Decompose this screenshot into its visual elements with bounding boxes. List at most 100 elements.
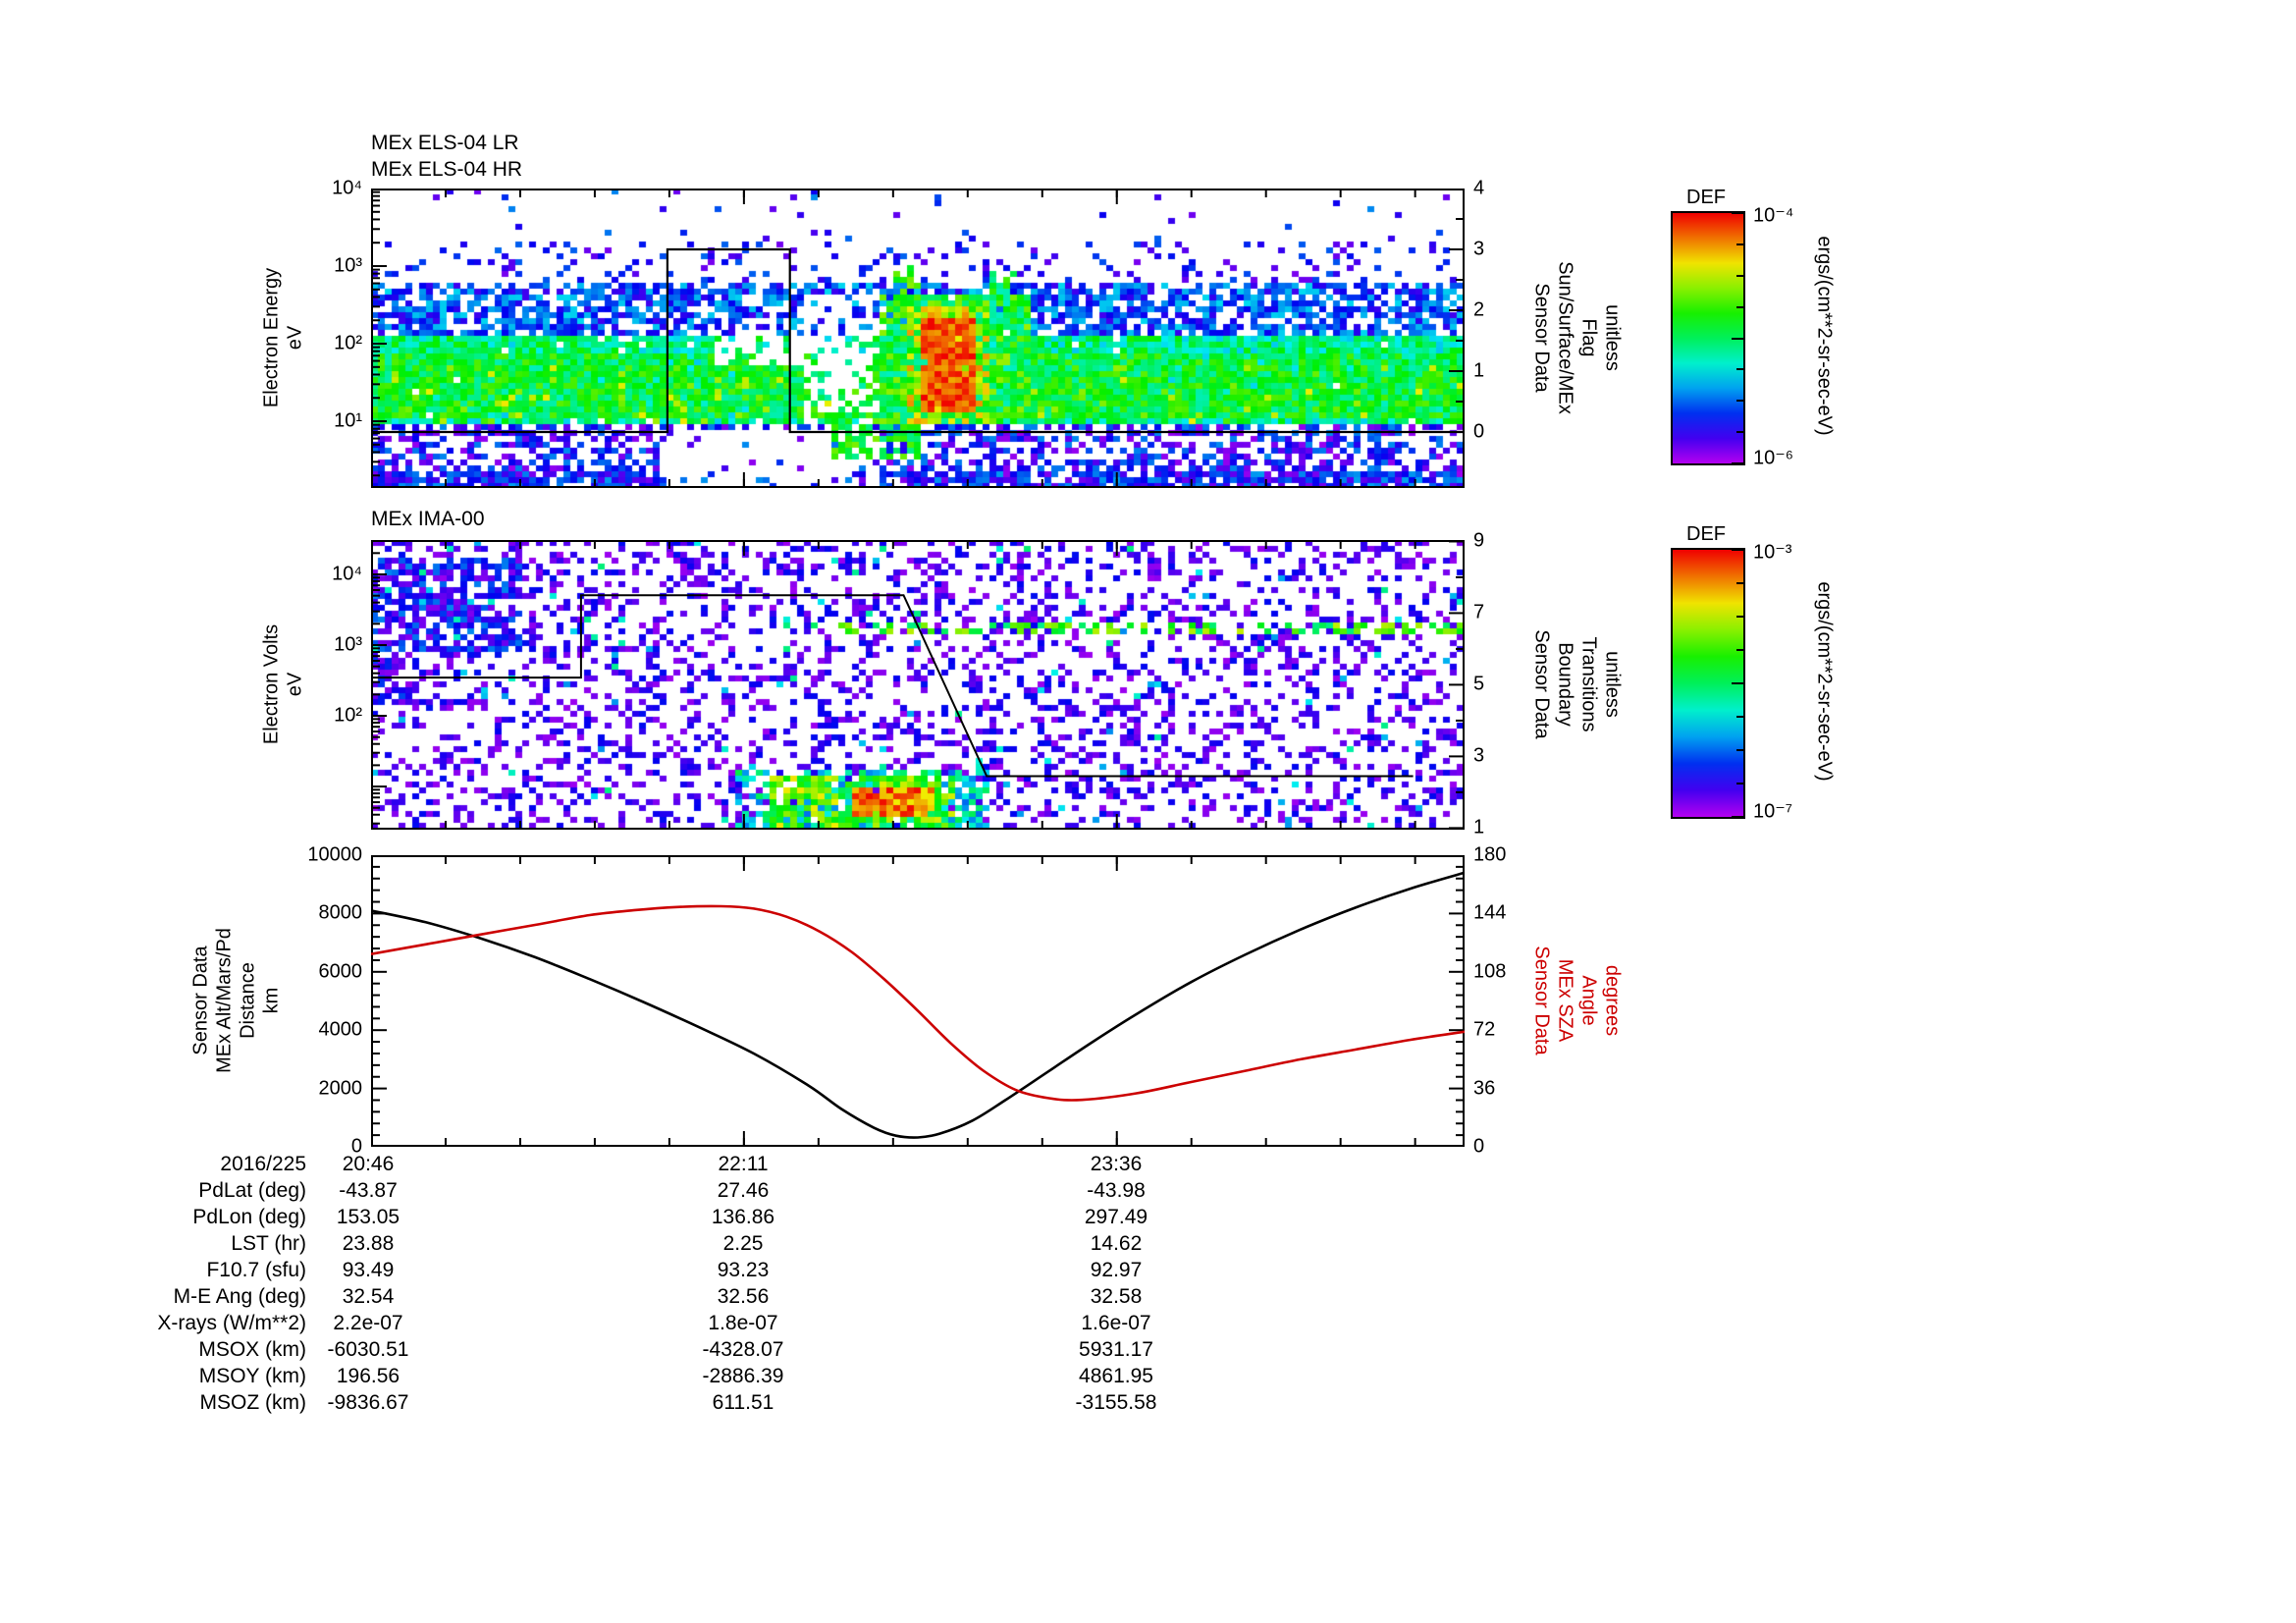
tick-label: 4 (1473, 177, 1485, 199)
table-value: -43.87 (339, 1179, 398, 1202)
tick-label: 5 (1473, 673, 1485, 695)
ima-rlabel-line3: Transitions (1577, 636, 1600, 732)
els-ylabel-line2: eV (284, 325, 306, 351)
ephem-ylabel-line2: MEx Alt/Mars/Pd (213, 928, 236, 1073)
table-value: 92.97 (1090, 1259, 1143, 1281)
tick-label: 0 (1473, 420, 1485, 443)
colorbar-tick (1732, 212, 1743, 214)
tick-label: 10000 (307, 843, 362, 866)
tick-label: 10⁴ (332, 563, 362, 585)
tick-label: 10² (334, 332, 362, 354)
boundary-transitions-line (371, 594, 1414, 778)
ima-rlabel-line4: unitless (1601, 651, 1624, 718)
ima-title: MEx IMA-00 (371, 508, 485, 530)
table-row-label: 2016/225 (220, 1153, 306, 1175)
table-value: 2.2e-07 (333, 1312, 403, 1334)
table-value: 23:36 (1090, 1153, 1143, 1175)
table-value: 23.88 (342, 1232, 395, 1255)
ima-colorbar-unit: ergs/(cm**2-sr-sec-eV) (1813, 581, 1836, 782)
tick-label: 180 (1473, 843, 1507, 866)
ima-heatmap-canvas (371, 540, 1465, 830)
table-row-label: MSOZ (km) (199, 1391, 306, 1414)
colorbar-tick (1736, 274, 1743, 277)
tick-label: 4000 (318, 1018, 363, 1041)
tick-label: 0 (350, 1135, 362, 1158)
ephem-ylabel-line4: km (260, 987, 283, 1014)
tick-label: 3 (1473, 238, 1485, 260)
colorbar-tick (1732, 462, 1743, 464)
table-value: 32.58 (1090, 1285, 1143, 1308)
ephem-ylabel-line1: Sensor Data (189, 946, 212, 1055)
els-colorbar-title: DEF (1686, 187, 1726, 208)
colorbar-tick (1736, 582, 1743, 584)
sza-rlabel-line3: Angle (1577, 975, 1600, 1026)
table-value: -43.98 (1087, 1179, 1146, 1202)
colorbar-tick (1736, 649, 1743, 651)
els-rlabel-line1: Sensor Data (1530, 283, 1553, 393)
els-spectrogram-panel (371, 189, 1465, 488)
colorbar-tick (1732, 337, 1743, 340)
tick-label: 72 (1473, 1018, 1496, 1041)
table-value: 27.46 (717, 1179, 770, 1202)
table-value: 196.56 (336, 1365, 400, 1387)
table-row-label: PdLon (deg) (192, 1206, 306, 1228)
table-value: 14.62 (1090, 1232, 1143, 1255)
table-value: 5931.17 (1079, 1338, 1153, 1361)
table-value: 22:11 (718, 1153, 769, 1175)
ima-colorbar-max-label: 10⁻³ (1753, 541, 1792, 564)
tick-label: 6000 (318, 960, 363, 983)
els-axes-overlay (371, 189, 1465, 488)
colorbar-tick (1736, 716, 1743, 718)
tick-label: 1 (1473, 359, 1485, 382)
colorbar-tick (1736, 616, 1743, 618)
table-value: 93.23 (717, 1259, 770, 1281)
colorbar-tick (1736, 305, 1743, 308)
ima-spectrogram-panel (371, 540, 1465, 830)
tick-label: 1 (1473, 816, 1485, 839)
table-value: -9836.67 (327, 1391, 409, 1414)
sza-rlabel-line2: MEx SZA (1554, 958, 1576, 1043)
tick-label: 36 (1473, 1077, 1496, 1100)
colorbar-tick (1736, 368, 1743, 371)
table-row-label: PdLat (deg) (198, 1179, 306, 1202)
ima-ylabel-line2: eV (284, 672, 306, 697)
els-colorbar-min-label: 10⁻⁶ (1753, 447, 1794, 469)
mex-altitude-line (371, 871, 1465, 1139)
table-row-label: X-rays (W/m**2) (157, 1312, 306, 1334)
tick-label: 0 (1473, 1135, 1485, 1158)
els-ylabel-line1: Electron Energy (260, 267, 283, 408)
table-value: -3155.58 (1075, 1391, 1157, 1414)
table-value: 1.6e-07 (1081, 1312, 1151, 1334)
colorbar-tick (1736, 243, 1743, 245)
ima-ylabel-line1: Electron Volts (260, 623, 283, 745)
tick-label: 3 (1473, 744, 1485, 767)
tick-label: 144 (1473, 901, 1507, 924)
table-value: 32.56 (717, 1285, 770, 1308)
table-value: 93.49 (342, 1259, 395, 1281)
colorbar-tick (1732, 549, 1743, 551)
ima-rlabel-line1: Sensor Data (1530, 629, 1553, 739)
tick-label: 10³ (334, 254, 362, 277)
ima-axes-overlay (371, 540, 1465, 830)
els-title-line1: MEx ELS-04 LR (371, 132, 519, 154)
ima-rlabel-line2: Boundary (1554, 642, 1576, 727)
table-value: 136.86 (711, 1206, 775, 1228)
table-value: 153.05 (336, 1206, 400, 1228)
tick-label: 2 (1473, 298, 1485, 321)
table-value: 32.54 (342, 1285, 395, 1308)
ima-colorbar-title: DEF (1686, 523, 1726, 545)
els-colorbar (1671, 211, 1745, 465)
tick-label: 10² (334, 704, 362, 727)
tick-label: 8000 (318, 901, 363, 924)
table-value: 20:46 (342, 1153, 395, 1175)
tick-label: 7 (1473, 601, 1485, 623)
table-row-label: MSOY (km) (198, 1365, 306, 1387)
table-row-label: F10.7 (sfu) (206, 1259, 306, 1281)
els-rlabel-line2: Sun/Surface/MEx (1554, 261, 1576, 414)
sza-rlabel-line1: Sensor Data (1530, 946, 1553, 1055)
sza-rlabel-line4: degrees (1601, 964, 1624, 1037)
colorbar-tick (1736, 400, 1743, 403)
tick-label: 2000 (318, 1077, 363, 1100)
els-rlabel-line4: unitless (1601, 304, 1624, 371)
